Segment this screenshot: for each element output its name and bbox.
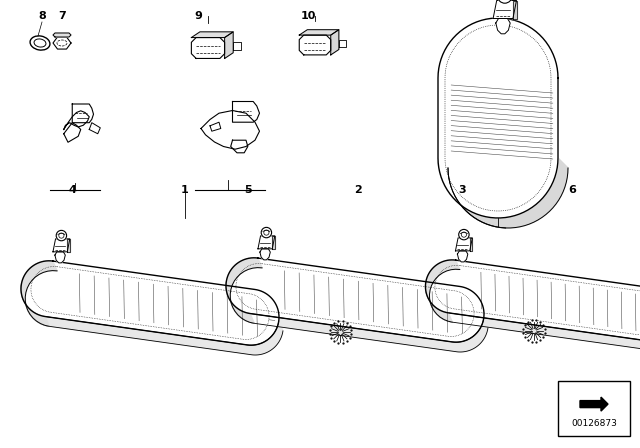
Polygon shape	[21, 261, 57, 326]
Text: 00126873: 00126873	[571, 419, 617, 428]
Polygon shape	[426, 260, 460, 322]
Polygon shape	[226, 258, 262, 323]
Polygon shape	[272, 236, 275, 249]
Polygon shape	[470, 238, 472, 251]
Text: 6: 6	[568, 185, 576, 195]
Polygon shape	[339, 39, 346, 47]
Polygon shape	[201, 111, 259, 149]
Polygon shape	[233, 42, 241, 50]
Circle shape	[459, 229, 469, 240]
Circle shape	[56, 230, 67, 241]
Polygon shape	[438, 158, 568, 228]
Text: 2: 2	[354, 185, 362, 195]
Circle shape	[261, 228, 271, 238]
Polygon shape	[210, 122, 221, 131]
Polygon shape	[426, 283, 640, 349]
Polygon shape	[300, 35, 331, 55]
Text: 7: 7	[58, 11, 66, 21]
Circle shape	[498, 0, 512, 3]
Polygon shape	[64, 123, 81, 142]
Polygon shape	[226, 282, 488, 352]
Polygon shape	[456, 238, 472, 251]
Text: 8: 8	[38, 11, 46, 21]
Polygon shape	[496, 18, 510, 34]
Polygon shape	[458, 251, 468, 262]
Polygon shape	[232, 102, 259, 122]
Polygon shape	[53, 37, 71, 49]
Polygon shape	[258, 236, 275, 249]
Polygon shape	[513, 0, 516, 18]
Polygon shape	[53, 33, 71, 37]
Text: 4: 4	[68, 185, 76, 195]
Polygon shape	[21, 261, 279, 345]
Text: 10: 10	[300, 11, 316, 21]
Circle shape	[459, 229, 469, 240]
Polygon shape	[580, 397, 608, 411]
Polygon shape	[226, 258, 484, 342]
Polygon shape	[438, 158, 506, 228]
Polygon shape	[67, 239, 70, 252]
Polygon shape	[426, 260, 640, 340]
Polygon shape	[72, 104, 93, 123]
Polygon shape	[64, 111, 89, 129]
Polygon shape	[493, 0, 516, 18]
Polygon shape	[55, 252, 65, 263]
Text: 1: 1	[181, 185, 189, 195]
Polygon shape	[260, 249, 270, 260]
Circle shape	[261, 228, 271, 238]
Polygon shape	[191, 32, 233, 38]
Polygon shape	[89, 123, 100, 134]
FancyBboxPatch shape	[558, 381, 630, 436]
Polygon shape	[53, 239, 70, 252]
Polygon shape	[230, 140, 248, 153]
Polygon shape	[21, 285, 283, 355]
Text: 9: 9	[194, 11, 202, 21]
Polygon shape	[225, 32, 233, 58]
Polygon shape	[331, 30, 339, 55]
Polygon shape	[438, 18, 558, 218]
Circle shape	[56, 230, 67, 241]
Polygon shape	[300, 30, 339, 35]
Polygon shape	[191, 38, 225, 58]
Text: 3: 3	[458, 185, 466, 195]
Text: 5: 5	[244, 185, 252, 195]
Circle shape	[498, 0, 512, 3]
